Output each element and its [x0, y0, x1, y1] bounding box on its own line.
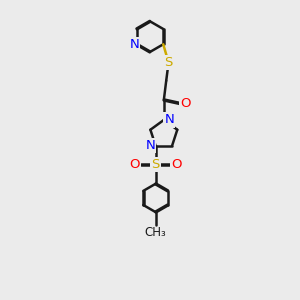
Text: N: N: [146, 139, 155, 152]
Text: O: O: [130, 158, 140, 171]
Text: O: O: [180, 97, 190, 110]
Text: S: S: [152, 158, 160, 171]
Text: O: O: [171, 158, 181, 171]
Text: N: N: [164, 113, 174, 127]
Text: CH₃: CH₃: [145, 226, 166, 239]
Text: S: S: [164, 56, 173, 69]
Text: N: N: [130, 38, 139, 51]
